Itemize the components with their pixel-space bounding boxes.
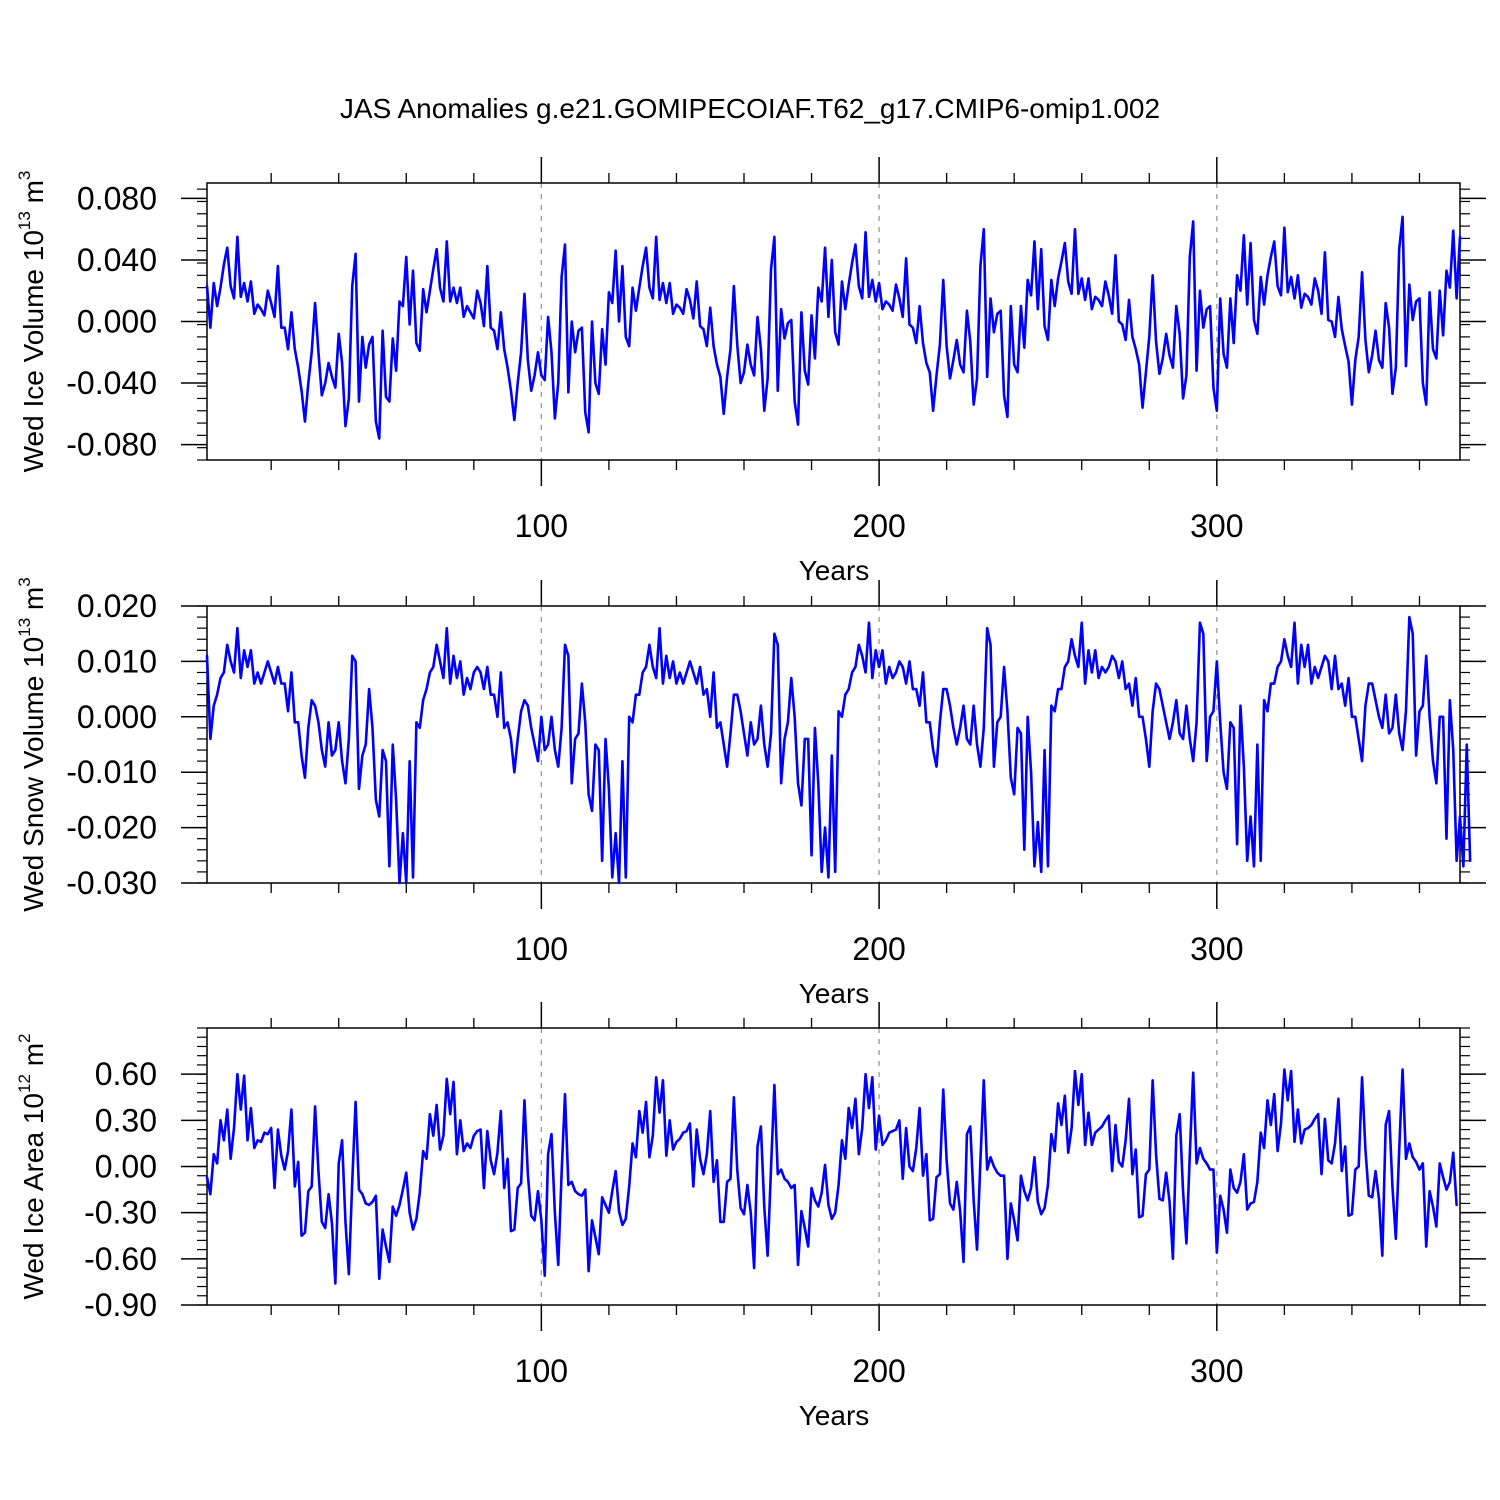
y-axis-title-unit-exp: 3 [15,171,34,180]
y-tick-label: 0.080 [77,180,157,216]
series-line [205,615,1472,885]
y-axis-title-base: Wed Snow Volume 10 [18,637,49,912]
x-tick-label: 200 [852,931,905,967]
x-tick-label: 300 [1190,1353,1243,1389]
y-tick-label: 0.010 [77,643,157,679]
y-axis-title: Wed Ice Volume 1013 m3 [15,171,49,473]
y-tick-label: -0.60 [84,1241,157,1277]
y-tick-label: 0.30 [95,1102,157,1138]
x-tick-label: 100 [515,1353,568,1389]
panels: 100 200 300 -0.080 -0.040 0.000 0.040 0.080 Year… [15,157,1486,1431]
y-tick-label: -0.010 [66,754,157,790]
x-tick-label: 100 [515,931,568,967]
y-tick-label: 0.040 [77,242,157,278]
y-tick-label: 0.00 [95,1149,157,1185]
y-axis-title: Wed Snow Volume 1013 m3 [15,577,49,911]
y-tick-label: -0.030 [66,865,157,901]
y-tick-label: 0.000 [77,699,157,735]
y-axis-title-exp: 13 [15,211,34,230]
plot-frame [206,182,1461,461]
chart-panel-3: 100 200 300 -0.90 -0.60 -0.30 0.00 0.30 0.60 Year… [15,1002,1486,1431]
x-axis-title: Years [799,1400,870,1431]
y-axis-title-base: Wed Ice Area 10 [18,1093,49,1300]
x-axis-title: Years [799,978,870,1009]
y-tick-label: -0.020 [66,810,157,846]
y-tick-label: -0.040 [66,365,157,401]
chart-title: JAS Anomalies g.e21.GOMIPECOIAF.T62_g17.… [340,93,1160,124]
y-axis-title-unit: m [18,1043,49,1074]
chart-panel-2: 100 200 300 -0.030 -0.020 -0.010 0.000 0.010 0.0… [15,577,1486,1009]
x-tick-label: 200 [852,508,905,544]
y-tick-label: -0.90 [84,1287,157,1323]
series-line [205,1068,1458,1285]
y-tick-label: 0.020 [77,588,157,624]
y-axis-title-base: Wed Ice Volume 10 [18,230,49,472]
x-tick-label: 300 [1190,931,1243,967]
x-axis-title: Years [799,555,870,586]
y-axis-title-unit-exp: 3 [15,577,34,586]
plot-frame [206,1027,1461,1306]
chart-panel-1: 100 200 300 -0.080 -0.040 0.000 0.040 0.080 Year… [15,157,1486,586]
x-tick-label: 300 [1190,508,1243,544]
y-tick-label: 0.000 [77,304,157,340]
y-axis-title-unit: m [18,587,49,618]
x-tick-label: 100 [515,508,568,544]
y-axis-title-unit: m [18,180,49,211]
y-tick-label: -0.30 [84,1195,157,1231]
y-tick-label: 0.60 [95,1056,157,1092]
plot-frame [206,605,1461,884]
series-line [205,215,1462,440]
y-axis-title-unit-exp: 2 [15,1034,34,1043]
y-axis-title-exp: 12 [15,1074,34,1093]
y-axis-title-exp: 13 [15,618,34,637]
y-tick-label: -0.080 [66,427,157,463]
x-tick-label: 200 [852,1353,905,1389]
y-axis-title: Wed Ice Area 1012 m2 [15,1034,49,1300]
